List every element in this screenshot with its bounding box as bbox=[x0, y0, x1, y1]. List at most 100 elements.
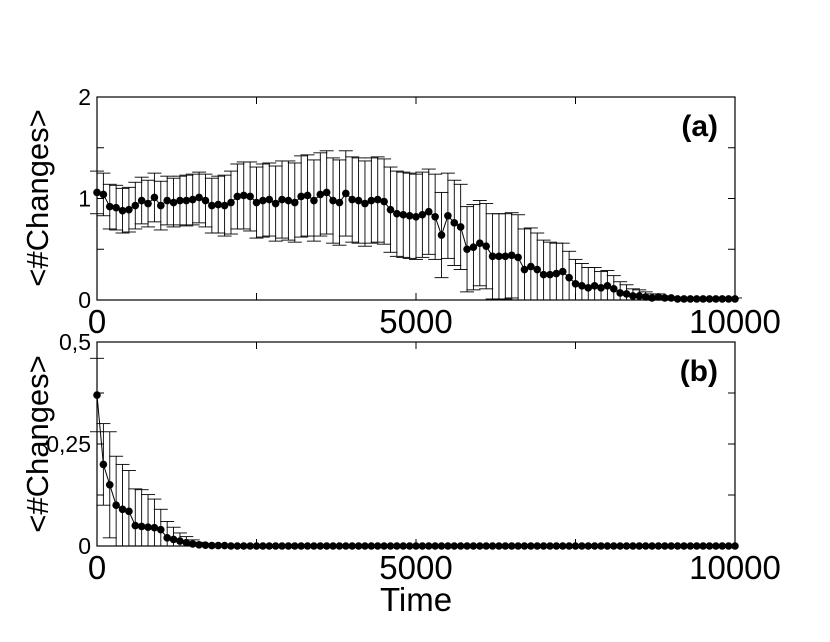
panel-b-point-39 bbox=[342, 542, 350, 550]
panel-b-point-95 bbox=[699, 542, 707, 550]
panel-b-point-24 bbox=[246, 542, 254, 550]
panel-b-point-89 bbox=[661, 542, 669, 550]
panel-b-ticks: 0 5000 10000 0 0,25 0,5 bbox=[46, 329, 781, 586]
panel-a-point-43 bbox=[367, 196, 376, 205]
panel-b-point-43 bbox=[367, 542, 376, 550]
panel-b-point-78 bbox=[590, 542, 599, 550]
panel-b-y-tick-label-2: 0,5 bbox=[59, 329, 91, 355]
panel-b-errorbar-6 bbox=[128, 488, 143, 546]
panel-a-point-53 bbox=[431, 212, 439, 221]
panel-b-point-47 bbox=[393, 542, 401, 550]
panel-a-y-tick-label-1: 1 bbox=[78, 186, 91, 212]
panel-b-point-19 bbox=[214, 541, 223, 550]
panel-a-point-28 bbox=[271, 199, 280, 208]
panel-b-point-60 bbox=[476, 542, 484, 550]
panel-b-point-61 bbox=[482, 542, 490, 550]
panel-a-point-81 bbox=[609, 285, 618, 293]
panel-a-point-52 bbox=[424, 207, 433, 216]
panel-b-point-22 bbox=[233, 542, 242, 550]
panel-b-point-71 bbox=[546, 542, 554, 550]
panel-a-point-96 bbox=[705, 295, 714, 303]
panel-b-point-66 bbox=[514, 542, 522, 550]
panel-a-point-84 bbox=[629, 292, 637, 300]
panel-b-point-34 bbox=[310, 542, 318, 550]
panel-a-point-61 bbox=[482, 242, 490, 251]
panel-b-point-56 bbox=[450, 542, 459, 550]
panel-b-point-62 bbox=[488, 542, 497, 550]
panel-b-point-67 bbox=[520, 542, 529, 550]
panel-a-point-87 bbox=[648, 294, 656, 302]
panel-b-point-11 bbox=[163, 534, 171, 542]
panel-b-point-41 bbox=[354, 542, 363, 550]
panel-b-point-83 bbox=[622, 542, 631, 550]
panel-b-point-73 bbox=[558, 542, 567, 550]
panel-a-point-50 bbox=[412, 212, 420, 221]
panel-a-point-64 bbox=[501, 252, 510, 261]
panel-b-x-tick-label-2: 10000 bbox=[689, 549, 781, 586]
panel-a-point-45 bbox=[380, 197, 388, 206]
panel-a-point-4 bbox=[118, 206, 127, 215]
panel-a-point-16 bbox=[195, 193, 203, 202]
panel-b-point-18 bbox=[208, 541, 216, 550]
panel-a-point-60 bbox=[476, 239, 484, 247]
panel-b-point-40 bbox=[348, 542, 357, 550]
panel-a-y-axis-label: <#Changes> bbox=[20, 109, 55, 287]
panel-b-point-85 bbox=[635, 542, 644, 550]
panel-b-point-5 bbox=[125, 507, 133, 516]
panel-b-point-80 bbox=[603, 542, 612, 550]
panel-b-point-51 bbox=[418, 542, 427, 550]
panel-b-point-12 bbox=[169, 535, 178, 544]
panel-b-point-76 bbox=[578, 542, 586, 550]
panel-a-point-82 bbox=[616, 289, 624, 297]
panel-a-errorbar-70 bbox=[536, 239, 551, 300]
panel-a-x-tick-label-0: 0 bbox=[88, 303, 106, 340]
panel-b-point-87 bbox=[648, 542, 656, 550]
panel-b-point-15 bbox=[188, 540, 197, 548]
panel-b: 0 5000 10000 0 0,25 0,5 (b) <#Changes> Time bbox=[20, 329, 781, 618]
panel-b-x-tick-label-1: 5000 bbox=[379, 549, 452, 586]
panel-a-point-21 bbox=[227, 198, 235, 207]
panel-b-errorbar-3 bbox=[109, 455, 124, 546]
panel-a-point-97 bbox=[712, 295, 720, 303]
panel-b-errorbar-4 bbox=[115, 463, 130, 546]
panel-b-point-72 bbox=[552, 542, 561, 550]
panel-a-point-47 bbox=[393, 209, 401, 218]
panel-a-point-41 bbox=[354, 196, 363, 205]
panel-a-point-36 bbox=[322, 188, 331, 197]
panel-b-point-14 bbox=[182, 538, 191, 547]
panel-b-point-23 bbox=[239, 542, 248, 550]
panel-b-point-31 bbox=[290, 542, 299, 550]
panel-a-point-68 bbox=[527, 262, 535, 271]
panel-a-point-30 bbox=[284, 196, 293, 205]
panel-a-point-9 bbox=[150, 193, 159, 202]
panel-b-point-16 bbox=[195, 540, 203, 549]
panel-a-point-98 bbox=[718, 295, 727, 303]
panel-a-point-56 bbox=[450, 219, 459, 227]
panel-b-point-36 bbox=[322, 542, 331, 550]
panel-a-point-63 bbox=[495, 252, 503, 261]
panel-b-point-42 bbox=[361, 542, 369, 550]
panel-a-point-51 bbox=[418, 210, 427, 219]
panel-a-point-22 bbox=[233, 192, 242, 201]
panel-a-point-72 bbox=[552, 269, 561, 278]
panel-a-point-2 bbox=[105, 202, 114, 211]
panel-a-point-77 bbox=[584, 284, 593, 292]
panel-a-point-89 bbox=[661, 294, 669, 302]
panel-a-point-67 bbox=[520, 265, 529, 274]
panel-b-point-69 bbox=[533, 542, 542, 550]
panel-b-point-7 bbox=[137, 522, 146, 531]
panel-a-point-76 bbox=[578, 281, 586, 290]
panel-a-point-23 bbox=[239, 191, 248, 200]
panel-b-point-6 bbox=[131, 521, 140, 530]
panel-b-point-91 bbox=[673, 542, 682, 550]
panel-a-point-31 bbox=[290, 198, 299, 207]
panel-a-point-44 bbox=[373, 195, 382, 204]
panel-b-point-17 bbox=[201, 541, 210, 549]
panel-a-point-93 bbox=[686, 295, 695, 303]
panel-b-point-46 bbox=[386, 542, 395, 550]
panel-b-point-2 bbox=[105, 481, 114, 489]
panel-b-point-1 bbox=[99, 460, 108, 469]
panel-a-point-79 bbox=[597, 284, 605, 292]
panel-b-point-65 bbox=[507, 542, 516, 550]
